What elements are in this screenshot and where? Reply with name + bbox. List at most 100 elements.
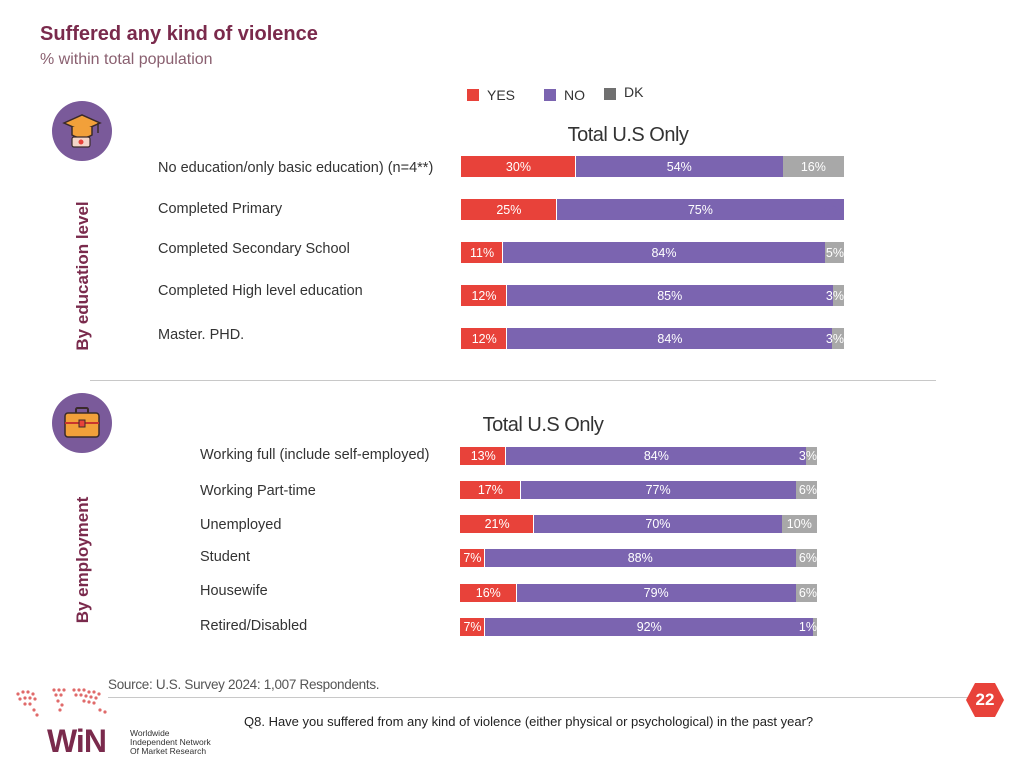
legend-yes: YES — [467, 87, 515, 103]
bar-emp-6-dk — [813, 618, 817, 636]
org-name-line-1: Worldwide — [130, 728, 170, 738]
bar-edu-4-no — [506, 285, 833, 306]
bar-edu-2-yes — [461, 199, 557, 220]
data-label-edu-1-dk: 16% — [800, 159, 826, 174]
category-label-completed-high: Completed High level education — [158, 283, 363, 299]
data-label-edu-3-no: 84% — [651, 245, 677, 260]
bar-edu-3-yes — [461, 242, 504, 263]
data-label-edu-5-yes: 12% — [471, 331, 497, 346]
data-label-emp-1-yes: 13% — [470, 449, 496, 463]
page-subtitle: % within total population — [40, 51, 213, 68]
bar-edu-5-no — [507, 328, 833, 349]
world-map-logo-icon — [16, 688, 107, 717]
data-label-emp-3-no: 70% — [645, 517, 671, 531]
data-label-edu-5-no: 84% — [657, 331, 683, 346]
data-label-edu-2-no: 75% — [687, 202, 713, 217]
survey-question: Q8. Have you suffered from any kind of v… — [244, 714, 814, 729]
win-logo: WiN — [47, 723, 107, 759]
category-label-completed-primary: Completed Primary — [158, 201, 283, 217]
data-label-edu-4-no: 85% — [657, 288, 683, 303]
data-label-emp-6-yes: 7% — [463, 620, 482, 634]
data-label-emp-6-no: 92% — [636, 620, 662, 634]
page-number: 22 — [975, 690, 995, 709]
legend-swatch-yes — [467, 89, 479, 101]
data-label-emp-5-no: 79% — [643, 586, 669, 600]
bar-emp-4-dk — [795, 549, 817, 567]
bar-emp-1-dk — [806, 447, 817, 465]
data-label-edu-5-dk: 3% — [825, 331, 844, 346]
bar-edu-4-dk — [832, 285, 844, 306]
data-label-edu-1-no: 54% — [666, 159, 692, 174]
data-label-emp-5-dk: 6% — [798, 586, 817, 600]
chart-title-employment: Total U.S Only — [482, 414, 604, 436]
bar-emp-1-yes — [460, 447, 507, 465]
data-label-edu-2-dk: 0% — [823, 201, 844, 218]
bar-edu-5-dk — [832, 328, 844, 349]
bar-emp-5-no — [516, 584, 796, 602]
bar-emp-5-dk — [795, 584, 817, 602]
legend-label-yes: YES — [487, 87, 516, 103]
data-label-edu-4-dk: 3% — [825, 288, 844, 303]
bar-edu-5-yes — [461, 328, 508, 349]
bar-emp-2-dk — [795, 481, 817, 499]
bar-edu-3-dk — [824, 242, 844, 263]
category-label-no-education: No education/only basic education) (n=4*… — [158, 160, 434, 176]
legend-label-dk: DK — [624, 84, 644, 100]
section-divider — [90, 380, 936, 381]
data-label-emp-2-no: 77% — [645, 483, 671, 497]
legend-no: NO — [544, 87, 585, 103]
footer-divider — [108, 697, 978, 698]
data-label-emp-3-yes: 21% — [484, 517, 510, 531]
bar-emp-1-no — [506, 447, 807, 465]
bar-emp-6-no — [484, 618, 814, 636]
bar-edu-1-dk — [782, 156, 844, 177]
data-label-emp-4-yes: 7% — [463, 551, 482, 565]
data-label-emp-4-dk: 6% — [798, 551, 817, 565]
category-label-housewife: Housewife — [200, 583, 268, 599]
legend-swatch-dk — [604, 88, 616, 100]
category-label-working-full: Working full (include self-employed) — [200, 447, 430, 463]
bar-edu-3-no — [503, 242, 825, 263]
data-label-emp-2-dk: 6% — [798, 483, 817, 497]
data-label-emp-2-yes: 17% — [477, 483, 503, 497]
data-label-emp-5-yes: 16% — [475, 586, 501, 600]
bar-emp-5-yes — [460, 584, 517, 602]
category-label-completed-secondary: Completed Secondary School — [158, 241, 350, 257]
briefcase-icon — [52, 393, 112, 453]
bar-edu-1-no — [575, 156, 783, 177]
bar-edu-4-yes — [461, 285, 507, 306]
category-label-master-phd: Master. PHD. — [158, 327, 245, 343]
bar-emp-4-no — [484, 549, 796, 567]
category-label-working-part-time: Working Part-time — [200, 483, 316, 499]
bar-emp-3-no — [534, 515, 782, 533]
legend-label-no: NO — [564, 87, 585, 103]
legend-dk: DK — [604, 84, 643, 100]
bar-emp-4-yes — [460, 549, 485, 567]
bar-edu-2-no — [556, 199, 844, 220]
data-label-emp-1-no: 84% — [643, 449, 669, 463]
bar-emp-6-yes — [460, 618, 485, 636]
bar-emp-2-yes — [460, 481, 521, 499]
data-label-emp-4-no: 88% — [627, 551, 653, 565]
data-label-edu-4-yes: 12% — [471, 288, 497, 303]
page-number-badge — [966, 683, 1004, 717]
data-label-edu-3-yes: 11% — [470, 245, 495, 260]
category-label-unemployed: Unemployed — [200, 517, 282, 533]
data-label-emp-1-dk: 3% — [798, 449, 817, 463]
bar-emp-3-dk — [781, 515, 817, 533]
org-name-line-2: Independent Network — [130, 737, 211, 747]
data-label-edu-2-yes: 25% — [496, 202, 522, 217]
bar-emp-2-no — [520, 481, 796, 499]
data-label-emp-6-dk: 1% — [798, 620, 817, 634]
data-label-edu-1-yes: 30% — [505, 159, 531, 174]
category-label-retired-disabled: Retired/Disabled — [200, 618, 308, 634]
data-label-emp-3-dk: 10% — [786, 517, 812, 531]
data-label-edu-3-dk: 5% — [825, 245, 844, 260]
chart-title-education: Total U.S Only — [567, 124, 689, 146]
legend-swatch-no — [544, 89, 556, 101]
section-label-employment: By employment — [73, 496, 92, 624]
source-note: Source: U.S. Survey 2024: 1,007 Responde… — [108, 677, 380, 692]
page-title: Suffered any kind of violence — [40, 23, 318, 45]
org-name-line-3: Of Market Research — [130, 746, 207, 756]
section-label-education: By education level — [73, 201, 92, 351]
